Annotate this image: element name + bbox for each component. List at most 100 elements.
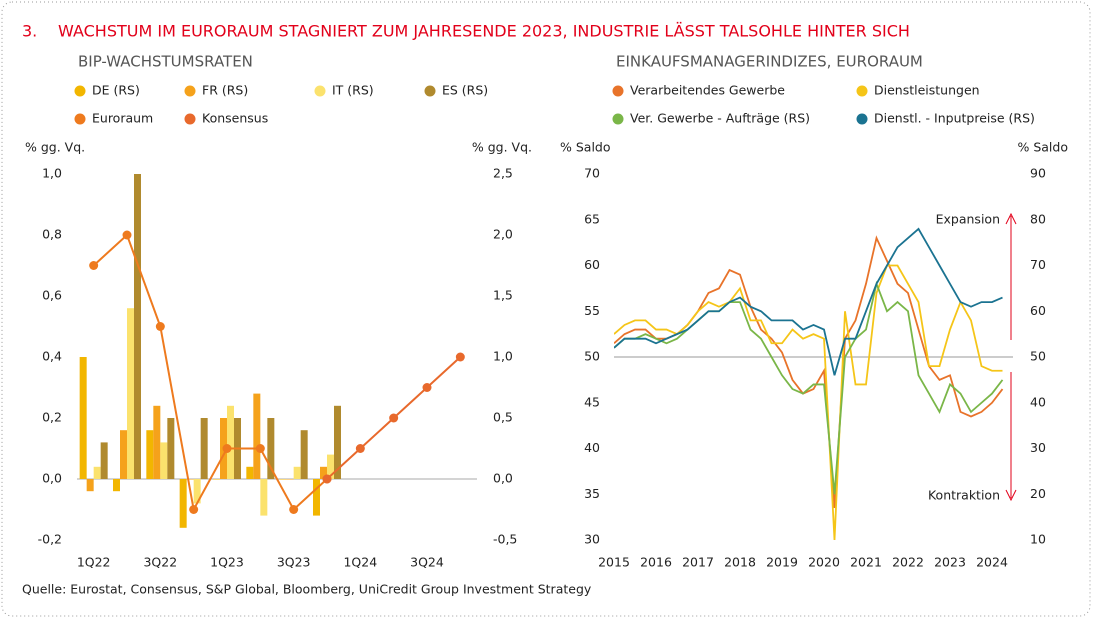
line [614, 280, 1004, 495]
bar [120, 430, 127, 479]
bar [193, 479, 201, 504]
bar [327, 454, 334, 479]
y2-tick-label: 70 [1030, 257, 1046, 272]
legend-swatch [74, 85, 86, 97]
y-tick-label: 50 [584, 349, 600, 364]
legend-swatch [314, 85, 326, 97]
y2-axis-label: % Saldo [1017, 140, 1068, 155]
x-tick-label: 2018 [724, 555, 756, 570]
legend-swatch [612, 85, 624, 97]
y-tick-label: -0,2 [38, 532, 62, 547]
legend-label: Dienstleistungen [874, 83, 980, 98]
bar [86, 479, 94, 492]
y2-tick-label: 20 [1030, 486, 1046, 501]
legend-swatch [856, 85, 868, 97]
source: Quelle: Eurostat, Consensus, S&P Global,… [22, 582, 592, 597]
bar [146, 430, 154, 479]
bar [100, 442, 108, 479]
point [322, 474, 332, 484]
bar [293, 466, 301, 479]
x-tick-label: 2024 [976, 555, 1008, 570]
x-tick-label: 2016 [640, 555, 672, 570]
bar [134, 174, 141, 479]
bar [313, 479, 320, 516]
y-tick-label: 55 [584, 303, 600, 318]
y-tick-label: 0,4 [42, 349, 62, 364]
point [289, 505, 299, 514]
y-tick-label: 40 [584, 440, 600, 455]
legend-label: FR (RS) [202, 83, 248, 98]
x-tick-label: 3Q22 [143, 555, 177, 570]
x-tick-label: 2023 [934, 555, 966, 570]
bar [213, 479, 220, 480]
y2-tick-label: 1,0 [493, 349, 513, 364]
legend-swatch [184, 113, 196, 125]
y-tick-label: 70 [584, 166, 600, 181]
y2-tick-label: -0,5 [493, 532, 517, 547]
bar [160, 442, 168, 479]
legend-swatch [424, 85, 436, 97]
y2-tick-label: 10 [1030, 532, 1046, 547]
bar [153, 405, 161, 479]
y2-tick-label: 80 [1030, 211, 1046, 226]
y-tick-label: 0,8 [42, 227, 62, 242]
bar [267, 418, 275, 479]
arrows [1005, 212, 1017, 502]
y2-tick-label: 1,5 [493, 288, 513, 303]
y-tick-label: 45 [584, 394, 600, 409]
bar [300, 430, 308, 479]
y2-tick-label: 50 [1030, 349, 1046, 364]
x-tick-label: 3Q24 [410, 555, 444, 570]
legend-swatch [74, 113, 86, 125]
bar [200, 418, 208, 479]
y-tick-label: 30 [584, 532, 600, 547]
y-tick-label: 0,2 [42, 410, 62, 425]
bar [246, 466, 254, 479]
y2-tick-label: 90 [1030, 166, 1046, 181]
legend-label: Ver. Gewerbe - Aufträge (RS) [630, 111, 810, 126]
y-tick-label: 0,0 [42, 471, 62, 486]
x-tick-label: 2019 [766, 555, 798, 570]
bar [286, 479, 294, 480]
line [614, 227, 1003, 376]
x-tick-label: 2021 [850, 555, 882, 570]
x-tick-label: 2020 [808, 555, 840, 570]
point [222, 444, 232, 453]
line [614, 235, 1004, 509]
point [122, 230, 132, 240]
legend-label: Konsensus [202, 111, 268, 126]
annotation: Kontraktion [928, 488, 1000, 503]
figure-title: WACHSTUM IM EURORAUM STAGNIERT ZUM JAHRE… [58, 22, 910, 41]
y2-tick-label: 30 [1030, 440, 1046, 455]
legend-label: Verarbeitendes Gewerbe [630, 83, 785, 98]
x-tick-label: 3Q23 [277, 555, 311, 570]
legend-label: DE (RS) [92, 83, 140, 98]
x-tick-label: 2017 [682, 555, 714, 570]
y2-axis-label: % gg. Vq. [472, 140, 532, 155]
y-tick-label: 65 [584, 211, 600, 226]
point [355, 444, 365, 453]
legend-swatch [612, 113, 624, 125]
x-tick-label: 2022 [892, 555, 924, 570]
y-axis-label: % gg. Vq. [25, 140, 85, 155]
bar [93, 466, 101, 479]
bar [320, 466, 327, 479]
bar [79, 357, 87, 479]
y2-tick-label: 0,5 [493, 410, 513, 425]
bar [167, 418, 175, 479]
y-axis-label: % Saldo [560, 140, 611, 155]
point [89, 261, 99, 270]
y2-tick-label: 40 [1030, 394, 1046, 409]
bar [127, 308, 134, 479]
bar [279, 479, 287, 480]
y-tick-label: 1,0 [42, 166, 62, 181]
point [155, 322, 165, 331]
x-tick-label: 2015 [598, 555, 630, 570]
bar [253, 393, 261, 479]
y2-tick-label: 2,0 [493, 227, 513, 242]
legend-swatch [856, 113, 868, 125]
arrow-head [1005, 489, 1017, 502]
legend-swatch [184, 85, 196, 97]
point [389, 413, 399, 423]
